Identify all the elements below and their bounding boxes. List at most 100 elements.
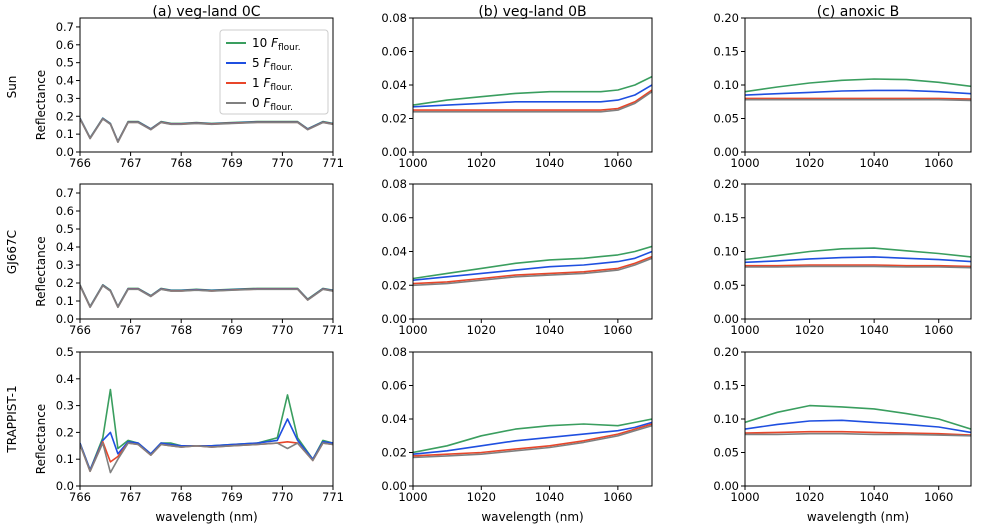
x-tick-label: 771 bbox=[322, 323, 344, 337]
x-tick-label: 1040 bbox=[535, 490, 564, 504]
series-group bbox=[413, 75, 652, 113]
y-tick-label: 0.08 bbox=[381, 11, 407, 25]
series-line bbox=[413, 89, 652, 111]
row-label: TRAPPIST-1 bbox=[5, 385, 19, 453]
x-tick-label: 1000 bbox=[730, 156, 759, 170]
column-title: (c) anoxic B bbox=[817, 4, 900, 20]
x-tick-label: 769 bbox=[221, 490, 243, 504]
panel-a-trappist1: 766 767 768 769 770 771 0.0 0.1 0.2 0.3 0.4 0.5 Refl… bbox=[34, 345, 344, 524]
y-tick-label: 0.6 bbox=[56, 204, 74, 218]
y-tick-label: 0.06 bbox=[381, 45, 407, 59]
x-tick-label: 1040 bbox=[535, 323, 564, 337]
panel-b-gj667c: 1000 1020 1040 1060 0.00 0.02 0.04 0.06 0.08 bbox=[381, 177, 653, 337]
y-tick-label: 0.5 bbox=[56, 345, 74, 359]
y-tick-label: 0.20 bbox=[713, 177, 739, 191]
y-tick-label: 0.06 bbox=[381, 379, 407, 393]
series-line bbox=[745, 89, 971, 96]
y-tick-label: 0.5 bbox=[56, 222, 74, 236]
y-tick-label: 0.3 bbox=[56, 91, 74, 105]
series-line bbox=[80, 418, 333, 471]
y-tick-label: 0.0 bbox=[56, 145, 74, 159]
legend-label: 10 Fflour. bbox=[252, 36, 301, 53]
axes-frame bbox=[412, 17, 653, 153]
y-tick-label: 0.1 bbox=[56, 294, 74, 308]
y-tick-label: 0.20 bbox=[713, 345, 739, 359]
y-tick-label: 0.2 bbox=[56, 276, 74, 290]
y-tick-label: 0.02 bbox=[381, 446, 407, 460]
x-tick-label: 1020 bbox=[795, 323, 824, 337]
y-tick-label: 0.3 bbox=[56, 399, 74, 413]
y-tick-label: 0.2 bbox=[56, 109, 74, 123]
x-tick-label: 1020 bbox=[795, 490, 824, 504]
y-tick-label: 0.5 bbox=[56, 56, 74, 70]
y-tick-label: 0.20 bbox=[713, 11, 739, 25]
series-group bbox=[745, 78, 971, 102]
x-tick-label: 1020 bbox=[467, 156, 496, 170]
y-tick-label: 0.3 bbox=[56, 258, 74, 272]
x-tick-label: 1060 bbox=[603, 490, 632, 504]
x-tick-label: 1040 bbox=[535, 156, 564, 170]
x-tick-label: 769 bbox=[221, 156, 243, 170]
y-tick-label: 0.2 bbox=[56, 425, 74, 439]
series-line bbox=[745, 247, 971, 261]
y-tick-label: 0.15 bbox=[713, 379, 739, 393]
y-tick-label: 0.02 bbox=[381, 112, 407, 126]
y-axis-label: Reflectance bbox=[34, 404, 48, 474]
series-line bbox=[413, 84, 652, 108]
y-tick-label: 0.08 bbox=[381, 345, 407, 359]
axes-frame bbox=[412, 351, 653, 487]
y-tick-label: 0.4 bbox=[56, 74, 74, 88]
series-line bbox=[745, 264, 971, 268]
series-line bbox=[745, 432, 971, 437]
x-tick-label: 769 bbox=[221, 323, 243, 337]
y-tick-label: 0.00 bbox=[381, 479, 407, 493]
x-tick-label: 768 bbox=[170, 156, 192, 170]
y-tick-label: 0.04 bbox=[381, 78, 407, 92]
legend-label: 0 Fflour. bbox=[252, 96, 293, 113]
x-tick-label: 770 bbox=[271, 323, 293, 337]
series-line bbox=[80, 118, 333, 143]
y-tick-label: 0.05 bbox=[713, 446, 739, 460]
y-tick-label: 0.00 bbox=[713, 479, 739, 493]
y-tick-label: 0.0 bbox=[56, 312, 74, 326]
y-tick-label: 0.10 bbox=[713, 412, 739, 426]
series-group bbox=[413, 418, 652, 459]
y-tick-label: 0.1 bbox=[56, 127, 74, 141]
series-group bbox=[80, 388, 333, 474]
x-tick-label: 768 bbox=[170, 323, 192, 337]
y-tick-label: 0.04 bbox=[381, 245, 407, 259]
x-tick-label: 1000 bbox=[398, 490, 427, 504]
x-tick-label: 1060 bbox=[924, 156, 953, 170]
y-tick-label: 0.0 bbox=[56, 479, 74, 493]
series-line bbox=[745, 256, 971, 264]
x-tick-label: 1060 bbox=[603, 156, 632, 170]
legend-label: 5 Fflour. bbox=[252, 56, 293, 73]
x-tick-label: 1020 bbox=[467, 490, 496, 504]
y-tick-label: 0.7 bbox=[56, 186, 74, 200]
series-group bbox=[413, 245, 652, 287]
x-tick-label: 1020 bbox=[795, 156, 824, 170]
x-axis-label: wavelength (nm) bbox=[155, 510, 257, 524]
y-tick-label: 0.00 bbox=[381, 312, 407, 326]
y-tick-label: 0.4 bbox=[56, 372, 74, 386]
series-line bbox=[413, 424, 652, 459]
x-tick-label: 1040 bbox=[860, 156, 889, 170]
panel-a-gj667c: 766 767 768 769 770 771 0.0 0.1 0.2 0.3 0.4 0.5 0.6 0… bbox=[34, 183, 344, 337]
y-tick-label: 0.00 bbox=[713, 145, 739, 159]
series-line bbox=[413, 418, 652, 454]
axes-frame bbox=[79, 17, 334, 153]
y-tick-label: 0.15 bbox=[713, 45, 739, 59]
x-tick-label: 771 bbox=[322, 156, 344, 170]
series-line bbox=[413, 250, 652, 281]
y-tick-label: 0.04 bbox=[381, 412, 407, 426]
x-tick-label: 767 bbox=[120, 156, 142, 170]
y-tick-label: 0.10 bbox=[713, 245, 739, 259]
y-tick-label: 0.00 bbox=[713, 312, 739, 326]
y-tick-label: 0.05 bbox=[713, 112, 739, 126]
y-axis-label: Reflectance bbox=[34, 70, 48, 140]
panel-c-trappist1: 1000 1020 1040 1060 0.00 0.05 0.10 0.15 0.20 wave… bbox=[713, 345, 972, 524]
y-tick-label: 0.6 bbox=[56, 38, 74, 52]
y-tick-label: 0.02 bbox=[381, 278, 407, 292]
series-group bbox=[80, 117, 333, 143]
